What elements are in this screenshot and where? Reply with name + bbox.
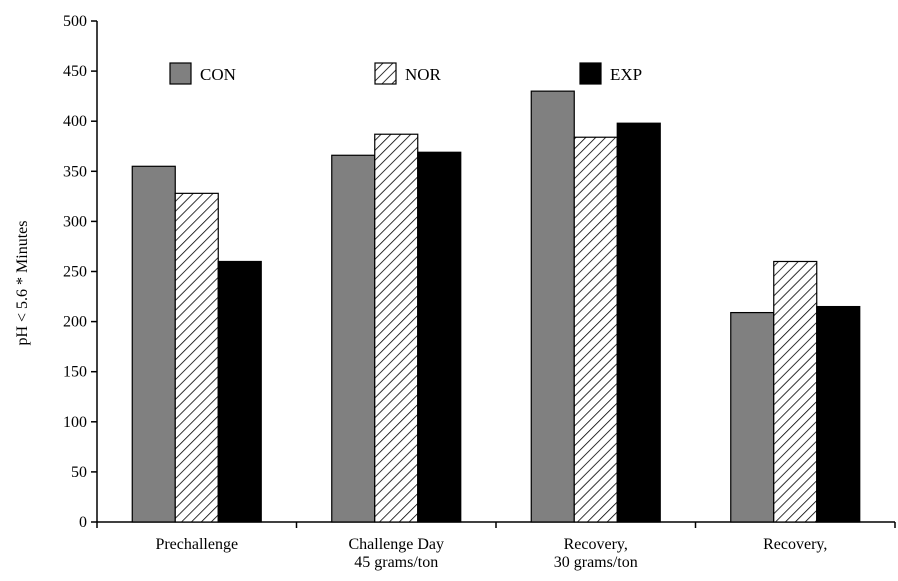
- x-category-label: 45 grams/ton: [354, 554, 438, 571]
- y-tick-label: 400: [63, 113, 87, 130]
- legend-swatch-nor: [374, 62, 397, 85]
- axes: 0 50 100 150 200 250 300 350 400 450 500 Prechallen…: [63, 13, 896, 571]
- bar-nor-0: [174, 192, 219, 523]
- y-tick-label: 450: [63, 63, 87, 80]
- bar-nor-1: [374, 133, 419, 523]
- legend: CON NOR EXP: [169, 62, 642, 85]
- bar-exp-0: [217, 260, 262, 523]
- bar-con-1: [331, 154, 376, 523]
- legend-label-con: CON: [200, 65, 236, 84]
- y-tick-label: 300: [63, 213, 87, 230]
- bars: [131, 90, 861, 523]
- legend-swatch-con: [169, 62, 192, 85]
- y-tick-label: 0: [79, 514, 87, 531]
- legend-label-exp: EXP: [610, 65, 642, 84]
- x-category-label: Recovery,: [564, 536, 628, 553]
- y-tick-label: 350: [63, 163, 87, 180]
- bar-nor-2: [573, 136, 618, 523]
- bar-con-0: [131, 165, 176, 523]
- y-tick-label: 250: [63, 264, 87, 281]
- x-category-label: Prechallenge: [155, 536, 238, 553]
- x-category-label: Challenge Day: [348, 536, 444, 553]
- bar-exp-2: [616, 122, 661, 523]
- y-tick-label: 500: [63, 13, 87, 30]
- legend-label-nor: NOR: [405, 65, 442, 84]
- y-tick-label: 200: [63, 314, 87, 331]
- y-tick-label: 50: [71, 464, 87, 481]
- bar-con-2: [530, 90, 575, 523]
- bar-con-3: [730, 311, 775, 523]
- bar-nor-3: [773, 260, 818, 523]
- x-category-label: 30 grams/ton: [554, 554, 638, 571]
- x-category-label: Recovery,: [763, 536, 827, 553]
- legend-swatch-exp: [579, 62, 602, 85]
- y-tick-label: 100: [63, 414, 87, 431]
- bar-exp-3: [816, 305, 861, 523]
- bar-exp-1: [417, 151, 462, 523]
- y-axis-label: pH < 5.6 * Minutes: [14, 220, 31, 345]
- y-tick-label: 150: [63, 364, 87, 381]
